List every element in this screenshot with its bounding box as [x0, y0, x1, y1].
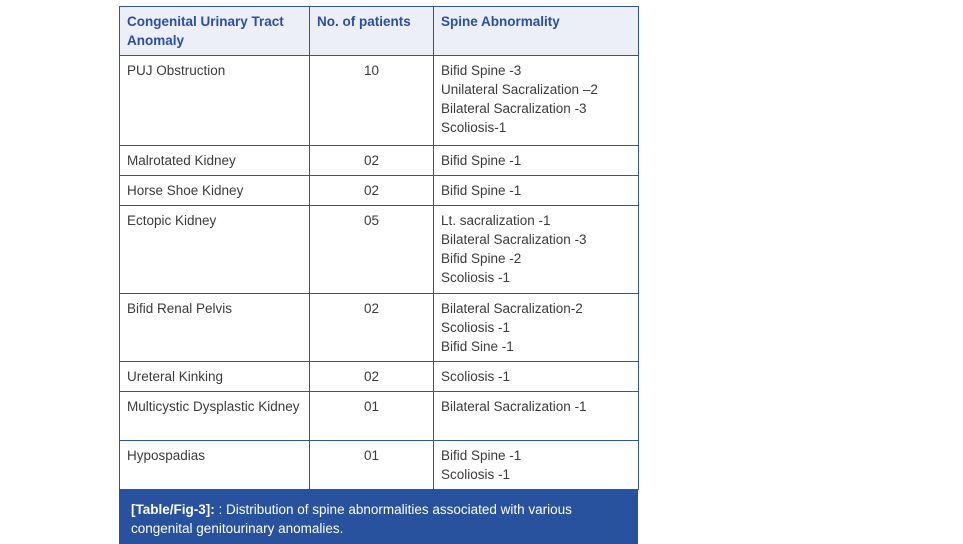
caption-label: [Table/Fig-3]:	[131, 502, 215, 517]
cell-patients: 02	[309, 361, 434, 392]
abnormality-line: Bilateral Sacralization -1	[441, 399, 587, 414]
table-row: Ectopic Kidney 05 Lt. sacralization -1 Bila…	[119, 205, 639, 294]
cell-patients: 02	[309, 175, 434, 206]
cell-spine-abnormalities: Lt. sacralization -1 Bilateral Sacralizat…	[433, 205, 639, 294]
cell-anomaly: Multicystic Dysplastic Kidney	[119, 391, 310, 441]
cell-spine-abnormalities: Bifid Spine -3 Unilateral Sacralization –…	[433, 55, 639, 146]
figure-caption: [Table/Fig-3]: : Distribution of spine a…	[119, 490, 638, 544]
abnormality-line: Scoliosis -1	[441, 320, 511, 335]
cell-anomaly: Ureteral Kinking	[119, 361, 310, 392]
table-header-row: Congenital Urinary Tract Anomaly No. of …	[119, 6, 639, 56]
table-row: PUJ Obstruction 10 Bifid Spine -3 Unilatera…	[119, 55, 639, 146]
cell-patients: 01	[309, 391, 434, 441]
spine-abnormality-table: Congenital Urinary Tract Anomaly No. of …	[119, 6, 639, 490]
cell-anomaly: Malrotated Kidney	[119, 145, 310, 176]
header-patients: No. of patients	[309, 6, 434, 56]
table-row: Ureteral Kinking 02 Scoliosis -1	[119, 361, 639, 392]
cell-patients: 02	[309, 293, 434, 362]
abnormality-line: Bifid Spine -3	[441, 63, 522, 78]
table-row: Multicystic Dysplastic Kidney 01 Bilateral…	[119, 391, 639, 441]
cell-anomaly: PUJ Obstruction	[119, 55, 310, 146]
cell-anomaly: Ectopic Kidney	[119, 205, 310, 294]
abnormality-line: Scoliosis -1	[441, 369, 511, 384]
cell-spine-abnormalities: Bifid Spine -1	[433, 175, 639, 206]
cell-spine-abnormalities: Bilateral Sacralization-2 Scoliosis -1 Bif…	[433, 293, 639, 362]
table-row: Malrotated Kidney 02 Bifid Spine -1	[119, 145, 639, 176]
cell-patients: 10	[309, 55, 434, 146]
abnormality-line: Bilateral Sacralization -3	[441, 101, 587, 116]
cell-anomaly: Hypospadias	[119, 440, 310, 490]
abnormality-line: Bifid Sine -1	[441, 339, 514, 354]
cell-patients: 01	[309, 440, 434, 490]
caption-text: : Distribution of spine abnormalities as…	[131, 502, 572, 536]
table-row: Horse Shoe Kidney 02 Bifid Spine -1	[119, 175, 639, 206]
abnormality-line: Unilateral Sacralization –2	[441, 82, 598, 97]
abnormality-line: Scoliosis -1	[441, 467, 511, 482]
abnormality-line: Bifid Spine -1	[441, 153, 522, 168]
abnormality-line: Bilateral Sacralization -3	[441, 232, 587, 247]
table-row: Hypospadias 01 Bifid Spine -1 Scoliosis -1	[119, 440, 639, 490]
table-figure: Congenital Urinary Tract Anomaly No. of …	[119, 6, 639, 544]
cell-spine-abnormalities: Bifid Spine -1	[433, 145, 639, 176]
cell-patients: 05	[309, 205, 434, 294]
header-spine-abnormality: Spine Abnormality	[433, 6, 639, 56]
abnormality-line: Bifid Spine -1	[441, 448, 522, 463]
header-anomaly: Congenital Urinary Tract Anomaly	[119, 6, 310, 56]
table-row: Bifid Renal Pelvis 02 Bilateral Sacralizat…	[119, 293, 639, 362]
cell-anomaly: Horse Shoe Kidney	[119, 175, 310, 206]
abnormality-line: Bifid Spine -2	[441, 251, 522, 266]
abnormality-line: Bilateral Sacralization-2	[441, 301, 583, 316]
cell-patients: 02	[309, 145, 434, 176]
abnormality-line: Scoliosis -1	[441, 270, 511, 285]
cell-anomaly: Bifid Renal Pelvis	[119, 293, 310, 362]
cell-spine-abnormalities: Scoliosis -1	[433, 361, 639, 392]
abnormality-line: Scoliosis-1	[441, 120, 507, 135]
cell-spine-abnormalities: Bilateral Sacralization -1	[433, 391, 639, 441]
abnormality-line: Lt. sacralization -1	[441, 213, 551, 228]
cell-spine-abnormalities: Bifid Spine -1 Scoliosis -1	[433, 440, 639, 490]
abnormality-line: Bifid Spine -1	[441, 183, 522, 198]
